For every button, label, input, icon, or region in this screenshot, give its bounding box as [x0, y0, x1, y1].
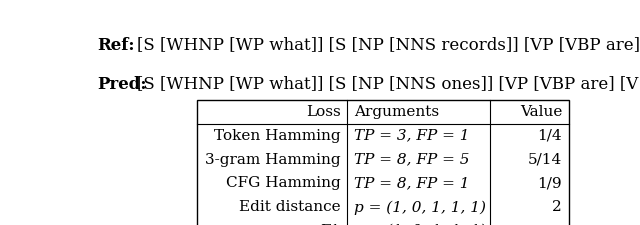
Text: Arguments: Arguments	[354, 105, 439, 119]
Text: CFG Hamming: CFG Hamming	[226, 176, 340, 190]
Text: Ref:: Ref:	[97, 36, 135, 54]
Text: 3-gram Hamming: 3-gram Hamming	[205, 153, 340, 166]
Text: p = (1, 0, 1, 1, 1): p = (1, 0, 1, 1, 1)	[354, 224, 486, 225]
Text: [S [WHNP [WP what]] [S [NP [NNS ones]] [VP [VBP are] [V: [S [WHNP [WP what]] [S [NP [NNS ones]] […	[137, 76, 638, 92]
Text: TP = 3, FP = 1: TP = 3, FP = 1	[354, 129, 469, 143]
Text: 5/14: 5/14	[528, 153, 562, 166]
Text: 1/4: 1/4	[538, 224, 562, 225]
Text: 1/9: 1/9	[538, 176, 562, 190]
Text: 2: 2	[552, 200, 562, 214]
Text: [S [WHNP [WP what]] [S [NP [NNS records]] [VP [VBP are]: [S [WHNP [WP what]] [S [NP [NNS records]…	[137, 36, 640, 54]
Text: 1/4: 1/4	[538, 129, 562, 143]
Bar	[196, 100, 568, 225]
Text: Loss: Loss	[306, 105, 340, 119]
Text: Edit distance: Edit distance	[239, 200, 340, 214]
Text: TP = 8, FP = 1: TP = 8, FP = 1	[354, 176, 469, 190]
Text: p = (1, 0, 1, 1, 1): p = (1, 0, 1, 1, 1)	[354, 200, 486, 215]
Text: Token Hamming: Token Hamming	[214, 129, 340, 143]
Text: F1: F1	[321, 224, 340, 225]
Text: Pred:: Pred:	[97, 76, 147, 92]
Text: Value: Value	[520, 105, 562, 119]
Text: TP = 8, FP = 5: TP = 8, FP = 5	[354, 153, 469, 166]
